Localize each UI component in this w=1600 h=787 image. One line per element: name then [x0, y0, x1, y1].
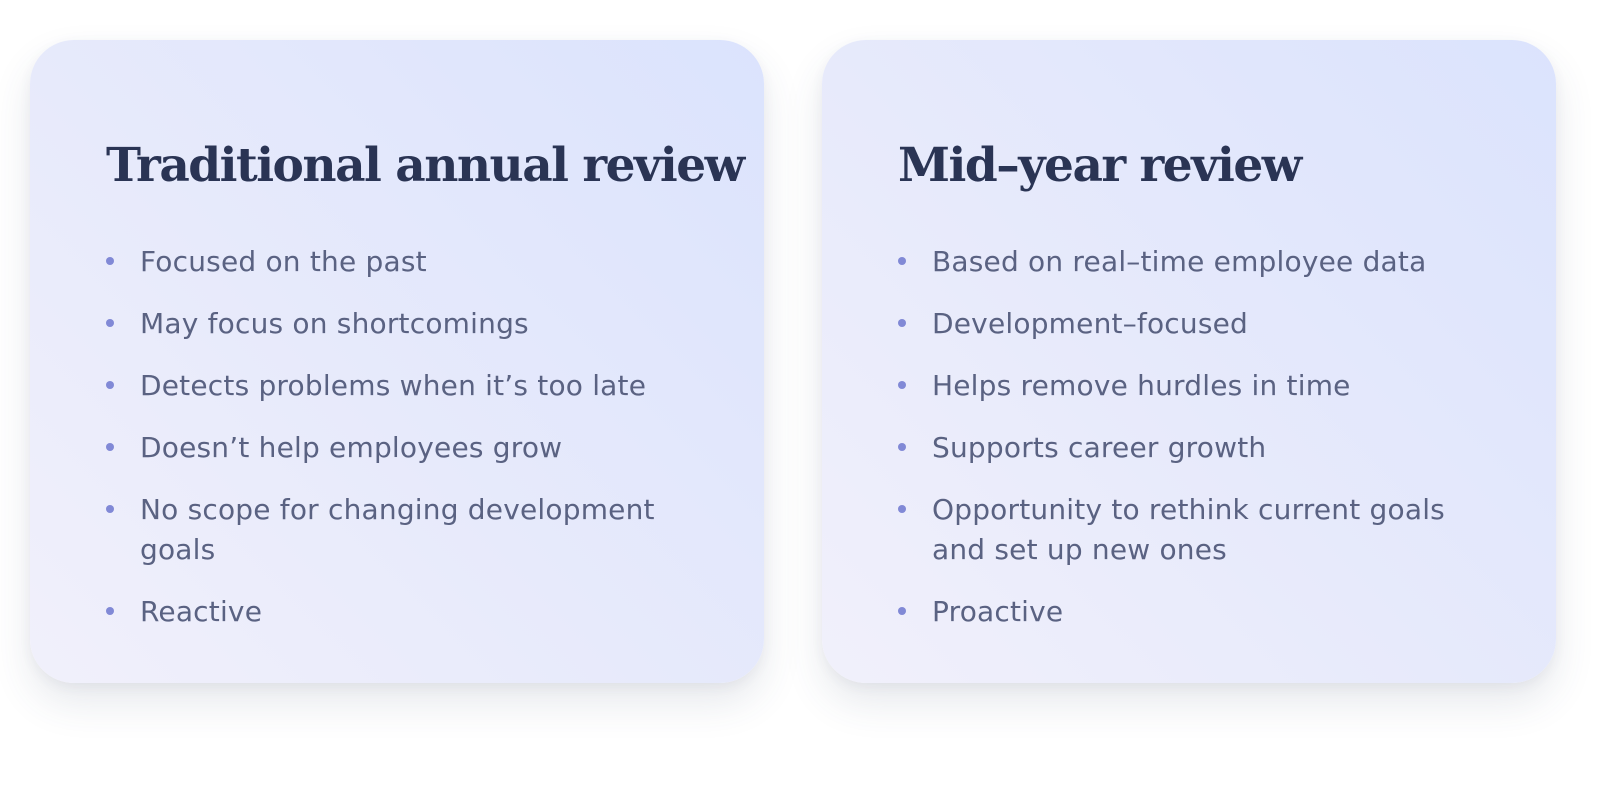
point-text: Reactive [140, 595, 263, 629]
bullet-icon [106, 607, 114, 616]
bullet-icon [106, 443, 114, 452]
list-item: May focus on shortcomings [106, 304, 704, 344]
bullet-icon [106, 505, 114, 514]
list-item: Helps remove hurdles in time [898, 366, 1496, 406]
point-text: Doesn’t help employees grow [140, 431, 563, 465]
point-text: Development–focused [932, 307, 1249, 341]
point-text: Helps remove hurdles in time [932, 369, 1351, 403]
list-item: Detects problems when it’s too late [106, 366, 704, 406]
list-item: Opportunity to rethink current goals and… [898, 490, 1496, 570]
mid-year-review-card: Mid–year review Based on real–time emplo… [822, 40, 1556, 683]
list-item: Doesn’t help employees grow [106, 428, 704, 468]
point-text: Based on real–time employee data [932, 245, 1427, 279]
bullet-icon [898, 381, 906, 390]
list-item: Based on real–time employee data [898, 242, 1496, 282]
list-item: Focused on the past [106, 242, 704, 282]
annual-review-card: Traditional annual review Focused on the… [30, 40, 764, 683]
bullet-icon [898, 443, 906, 452]
list-item: Reactive [106, 592, 704, 632]
card-title: Mid–year review [898, 138, 1302, 193]
bullet-icon [106, 319, 114, 328]
bullet-icon [106, 257, 114, 266]
point-text: Detects problems when it’s too late [140, 369, 647, 403]
point-text: May focus on shortcomings [140, 307, 529, 341]
card-title: Traditional annual review [106, 138, 745, 193]
point-text: Supports career growth [932, 431, 1267, 465]
point-list: Based on real–time employee data Develop… [898, 242, 1496, 632]
list-item: No scope for changing development goals [106, 490, 704, 570]
point-text: No scope for changing development goals [140, 493, 655, 567]
bullet-icon [106, 381, 114, 390]
bullet-icon [898, 319, 906, 328]
point-text: Opportunity to rethink current goals and… [932, 493, 1445, 567]
bullet-icon [898, 607, 906, 616]
point-text: Focused on the past [140, 245, 427, 279]
list-item: Development–focused [898, 304, 1496, 344]
list-item: Proactive [898, 592, 1496, 632]
point-list: Focused on the past May focus on shortco… [106, 242, 704, 632]
bullet-icon [898, 257, 906, 266]
point-text: Proactive [932, 595, 1064, 629]
list-item: Supports career growth [898, 428, 1496, 468]
bullet-icon [898, 505, 906, 514]
